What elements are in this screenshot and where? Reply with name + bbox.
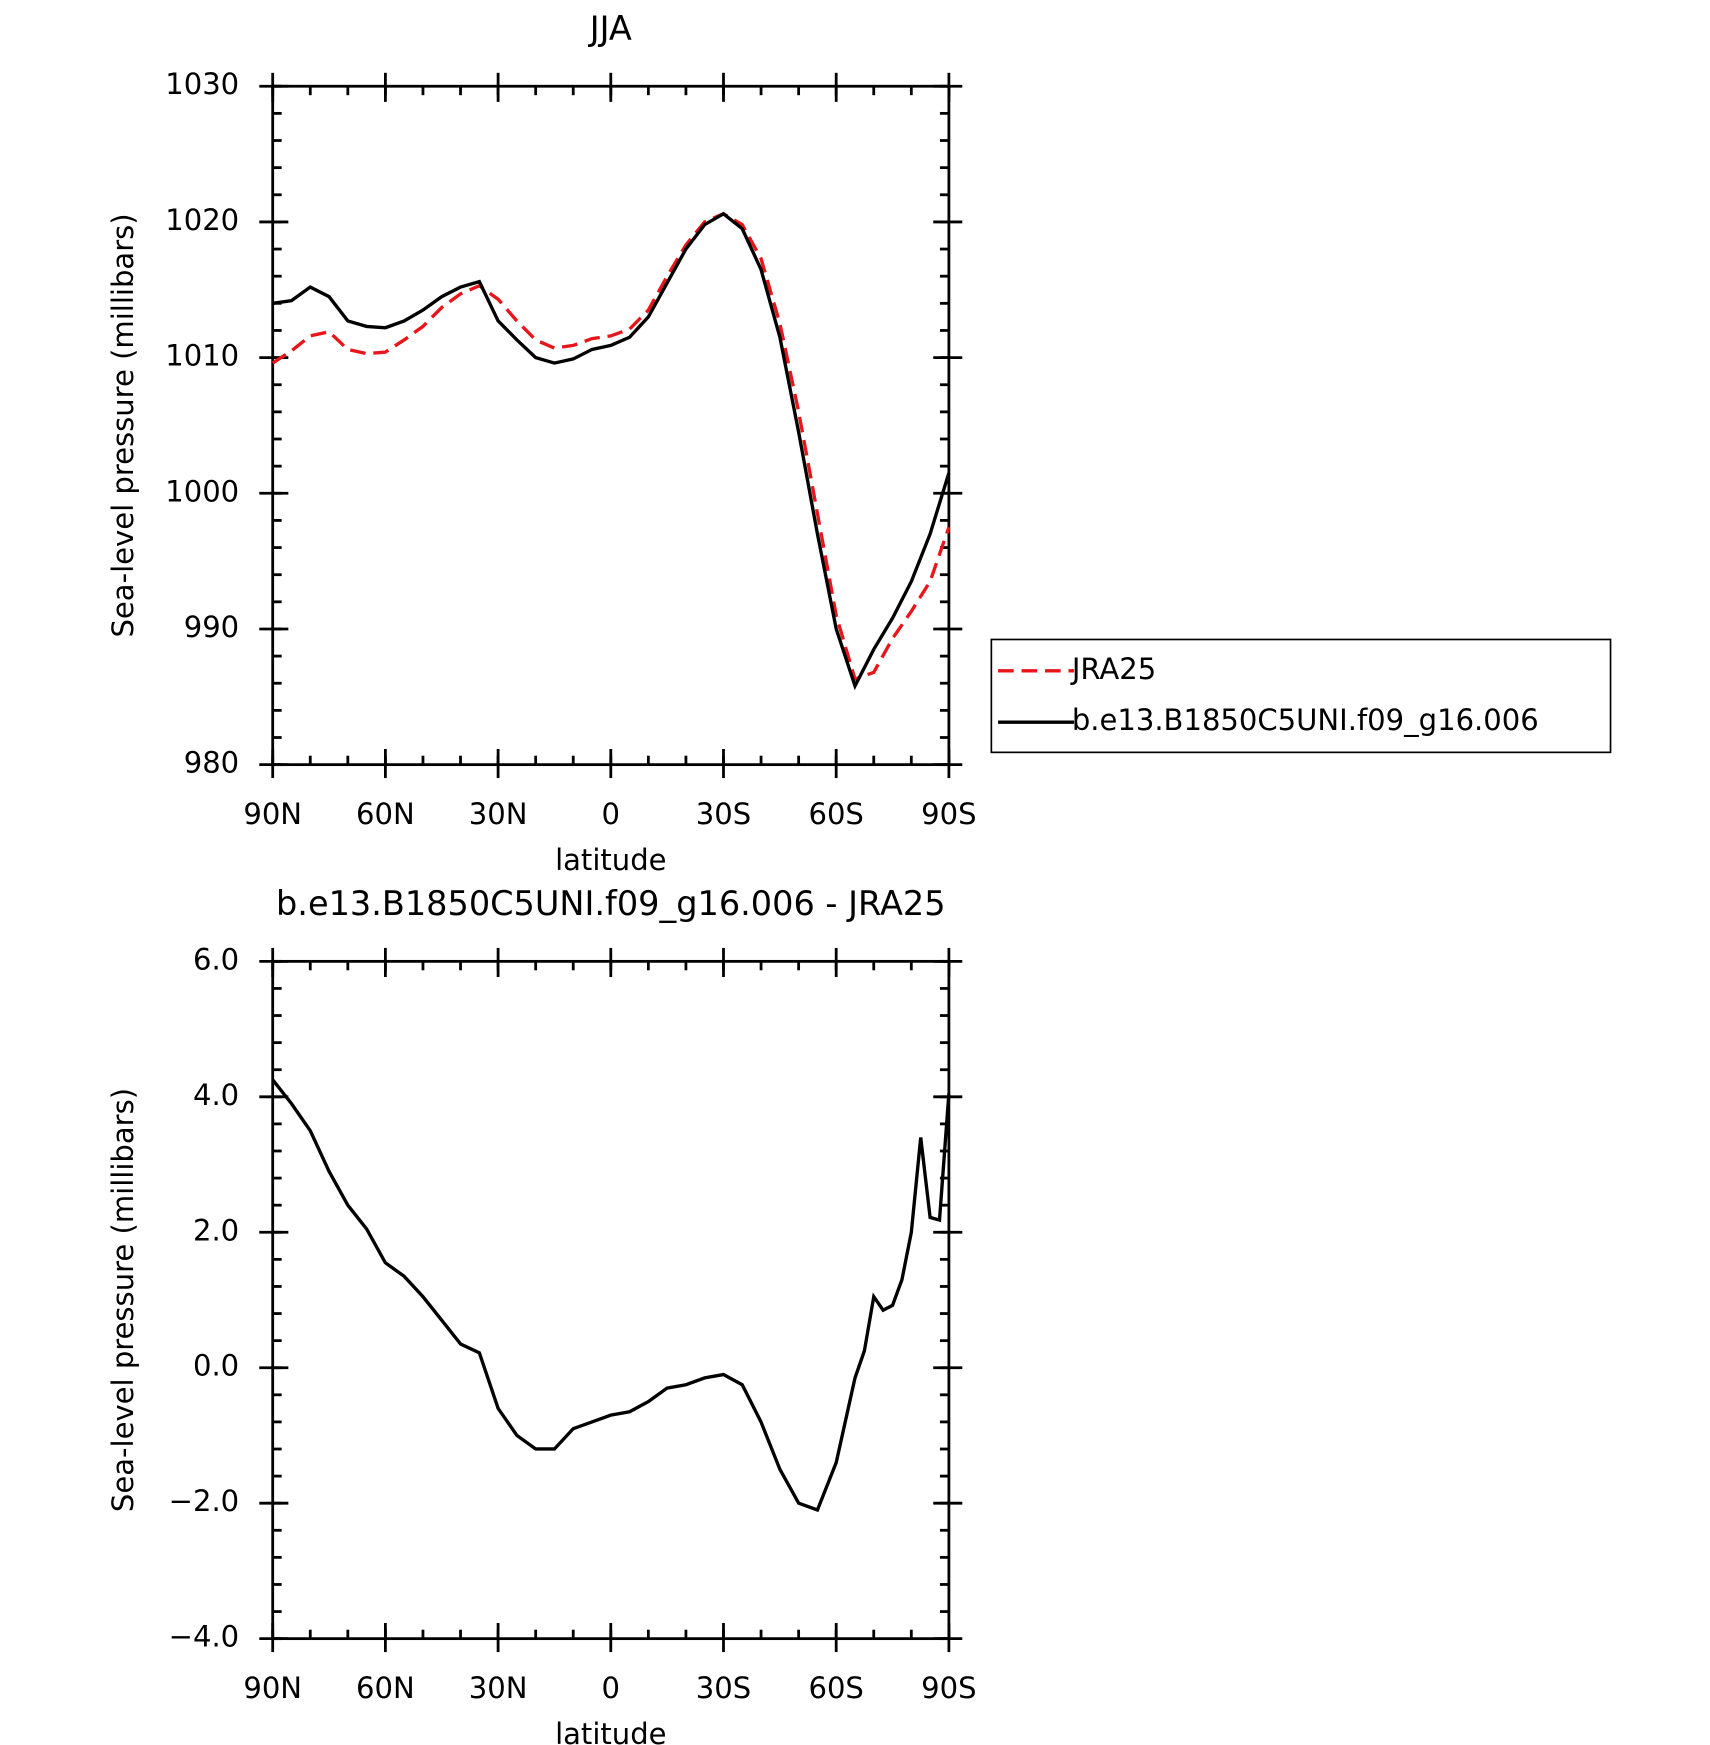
y-tick-label: −4.0 [169, 1620, 240, 1654]
x-axis-label: latitude [555, 1717, 666, 1745]
legend-label: JRA25 [1070, 652, 1156, 686]
x-tick-label: 30N [469, 797, 528, 831]
series-line [271, 1078, 951, 1513]
legend-label: b.e13.B1850C5UNI.f09_g16.006 [1072, 703, 1539, 737]
y-tick-label: 6.0 [193, 942, 239, 976]
series-line [271, 211, 951, 682]
x-tick-label: 90N [243, 1671, 302, 1705]
x-tick-label: 60N [356, 797, 415, 831]
x-tick-label: 30S [696, 797, 751, 831]
x-tick-label: 60S [808, 1671, 863, 1705]
x-tick-label: 90S [921, 1671, 976, 1705]
y-tick-label: 1020 [165, 203, 239, 237]
x-tick-label: 30S [696, 1671, 751, 1705]
y-tick-label: 990 [184, 610, 239, 644]
legend-box [990, 638, 1612, 754]
x-tick-label: 60N [356, 1671, 415, 1705]
y-tick-label: 2.0 [193, 1213, 239, 1247]
x-tick-label: 90S [921, 797, 976, 831]
y-axis-label: Sea-level pressure (millibars) [106, 1088, 140, 1512]
x-tick-label: 0 [602, 1671, 620, 1705]
y-tick-label: 0.0 [193, 1349, 239, 1383]
series-line [272, 211, 951, 691]
plot-frame [271, 959, 951, 1641]
y-tick-label: 1030 [165, 67, 239, 101]
y-tick-label: 1010 [165, 339, 239, 373]
y-tick-label: 1000 [165, 474, 239, 508]
x-tick-label: 60S [808, 797, 863, 831]
x-tick-label: 30N [469, 1671, 528, 1705]
x-tick-label: 0 [602, 797, 620, 831]
chart-title: JJA [588, 9, 632, 48]
y-tick-label: −2.0 [169, 1484, 240, 1518]
x-tick-label: 90N [243, 797, 302, 831]
y-tick-label: 4.0 [193, 1078, 239, 1112]
y-tick-label: 980 [184, 746, 239, 780]
x-axis-label: latitude [555, 843, 666, 877]
chart-title: b.e13.B1850C5UNI.f09_g16.006 - JRA25 [276, 884, 946, 923]
y-axis-label: Sea-level pressure (millibars) [106, 213, 140, 637]
